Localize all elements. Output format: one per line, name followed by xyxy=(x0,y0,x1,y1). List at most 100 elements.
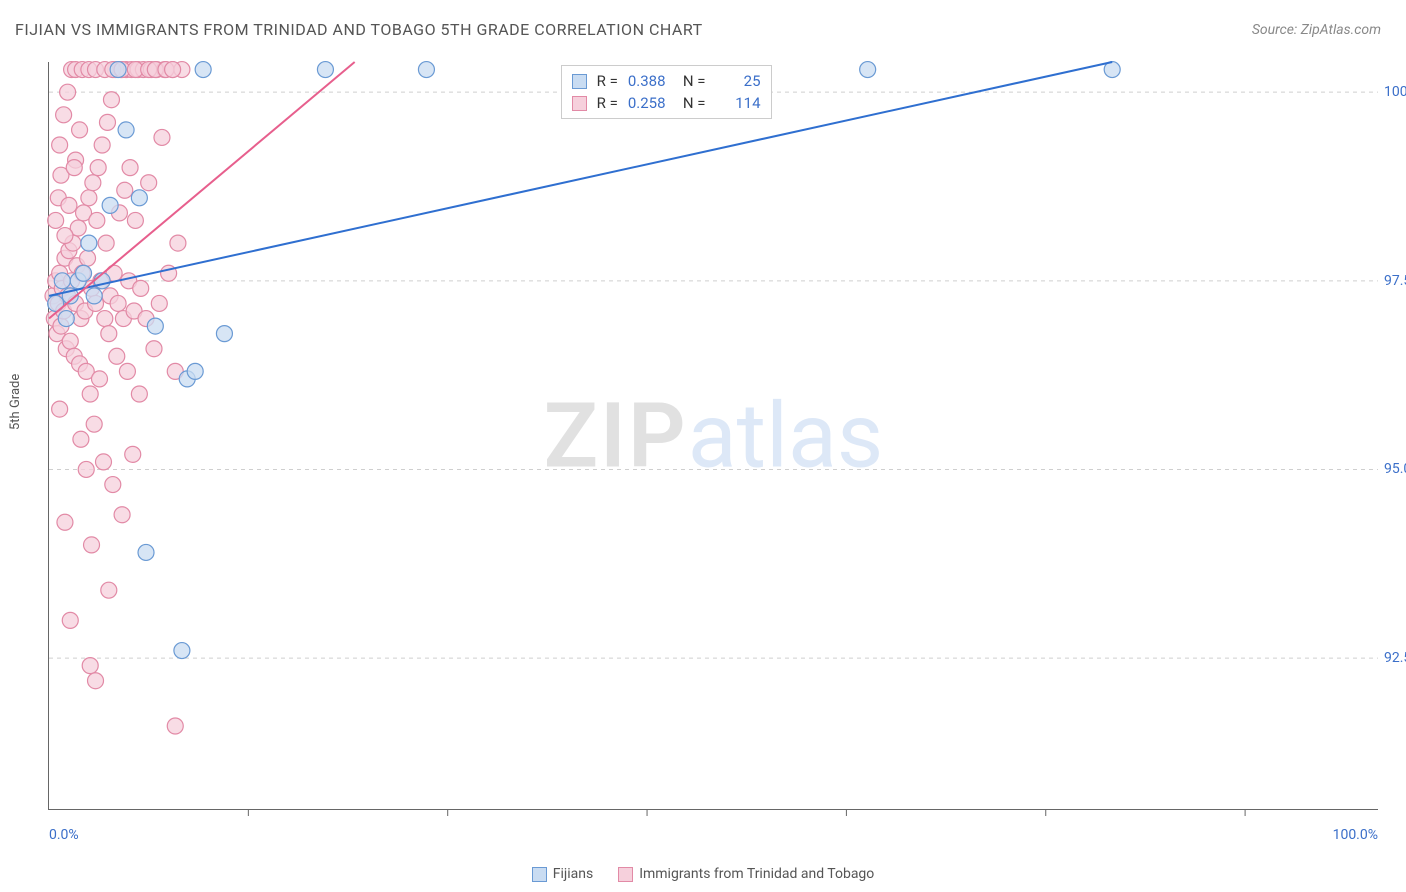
data-point xyxy=(127,212,143,228)
data-point xyxy=(66,160,82,176)
data-point xyxy=(98,235,114,251)
data-point xyxy=(151,295,167,311)
legend-label-trinidad: Immigrants from Trinidad and Tobago xyxy=(639,866,874,882)
data-point xyxy=(418,62,434,78)
bottom-legend: Fijians Immigrants from Trinidad and Tob… xyxy=(0,866,1406,882)
data-point xyxy=(94,137,110,153)
data-point xyxy=(165,62,181,78)
data-point xyxy=(81,190,97,206)
data-point xyxy=(174,643,190,659)
stats-row: R = 0.258 N = 114 xyxy=(572,92,761,114)
data-point xyxy=(62,612,78,628)
stats-swatch xyxy=(572,74,587,89)
data-point xyxy=(187,363,203,379)
data-point xyxy=(131,190,147,206)
data-point xyxy=(119,363,135,379)
data-point xyxy=(110,295,126,311)
stats-n-value: 114 xyxy=(716,94,761,112)
chart-title: FIJIAN VS IMMIGRANTS FROM TRINIDAD AND T… xyxy=(15,20,703,39)
stats-r-label: R = xyxy=(597,72,618,90)
y-tick-label: 97.5% xyxy=(1384,273,1406,289)
stats-swatch xyxy=(572,96,587,111)
data-point xyxy=(82,658,98,674)
data-point xyxy=(57,514,73,530)
data-point xyxy=(138,544,154,560)
data-point xyxy=(52,401,68,417)
stats-r-value: 0.388 xyxy=(628,72,673,90)
data-point xyxy=(52,137,68,153)
data-point xyxy=(72,122,88,138)
data-point xyxy=(131,386,147,402)
data-point xyxy=(48,212,64,228)
plot-area: ZIPatlas 92.5%95.0%97.5%100.0%0.0%100.0%… xyxy=(48,62,1378,810)
stats-row: R =0.388N =25 xyxy=(572,70,761,92)
stats-r-label: R = xyxy=(597,94,618,112)
data-point xyxy=(133,280,149,296)
stats-n-label: N = xyxy=(683,94,706,112)
data-point xyxy=(97,311,113,327)
data-point xyxy=(99,114,115,130)
data-point xyxy=(317,62,333,78)
legend-label-fijians: Fijians xyxy=(553,866,593,882)
data-point xyxy=(56,107,72,123)
data-point xyxy=(61,197,77,213)
data-point xyxy=(54,273,70,289)
data-point xyxy=(95,454,111,470)
data-point xyxy=(58,311,74,327)
x-tick-label: 0.0% xyxy=(49,827,79,843)
data-point xyxy=(73,431,89,447)
data-point xyxy=(101,326,117,342)
data-point xyxy=(141,175,157,191)
data-point xyxy=(80,250,96,266)
y-tick-label: 92.5% xyxy=(1384,650,1406,666)
data-point xyxy=(57,228,73,244)
data-point xyxy=(82,386,98,402)
stats-box: R =0.388N =25R =0.258N =114 xyxy=(561,65,772,119)
stats-r-value: 0.258 xyxy=(628,94,673,112)
data-point xyxy=(118,122,134,138)
data-point xyxy=(114,507,130,523)
data-point xyxy=(125,446,141,462)
data-point xyxy=(88,673,104,689)
data-point xyxy=(147,318,163,334)
data-point xyxy=(117,182,133,198)
data-point xyxy=(195,62,211,78)
data-point xyxy=(102,197,118,213)
data-point xyxy=(860,62,876,78)
data-point xyxy=(85,175,101,191)
data-point xyxy=(92,371,108,387)
data-point xyxy=(109,348,125,364)
data-point xyxy=(154,129,170,145)
data-point xyxy=(81,235,97,251)
data-point xyxy=(76,265,92,281)
data-point xyxy=(90,160,106,176)
data-point xyxy=(78,461,94,477)
data-point xyxy=(105,477,121,493)
data-point xyxy=(110,62,126,78)
data-point xyxy=(170,235,186,251)
data-point xyxy=(167,718,183,734)
legend-item-trinidad: Immigrants from Trinidad and Tobago xyxy=(618,866,874,882)
data-point xyxy=(84,537,100,553)
y-tick-label: 95.0% xyxy=(1384,461,1406,477)
title-row: FIJIAN VS IMMIGRANTS FROM TRINIDAD AND T… xyxy=(15,20,1381,39)
data-point xyxy=(86,288,102,304)
data-point xyxy=(101,582,117,598)
data-point xyxy=(146,341,162,357)
y-tick-label: 100.0% xyxy=(1384,84,1406,100)
stats-n-label: N = xyxy=(683,72,706,90)
legend-swatch-fijians xyxy=(532,867,547,882)
data-point xyxy=(86,416,102,432)
legend-swatch-trinidad xyxy=(618,867,633,882)
data-point xyxy=(60,84,76,100)
data-point xyxy=(216,326,232,342)
x-tick-label: 100.0% xyxy=(1333,827,1378,843)
chart-svg xyxy=(49,62,1378,809)
data-point xyxy=(103,92,119,108)
data-point xyxy=(62,333,78,349)
legend-item-fijians: Fijians xyxy=(532,866,593,882)
data-point xyxy=(89,212,105,228)
data-point xyxy=(122,160,138,176)
chart-container: FIJIAN VS IMMIGRANTS FROM TRINIDAD AND T… xyxy=(0,0,1406,892)
y-axis-label: 5th Grade xyxy=(8,374,23,430)
